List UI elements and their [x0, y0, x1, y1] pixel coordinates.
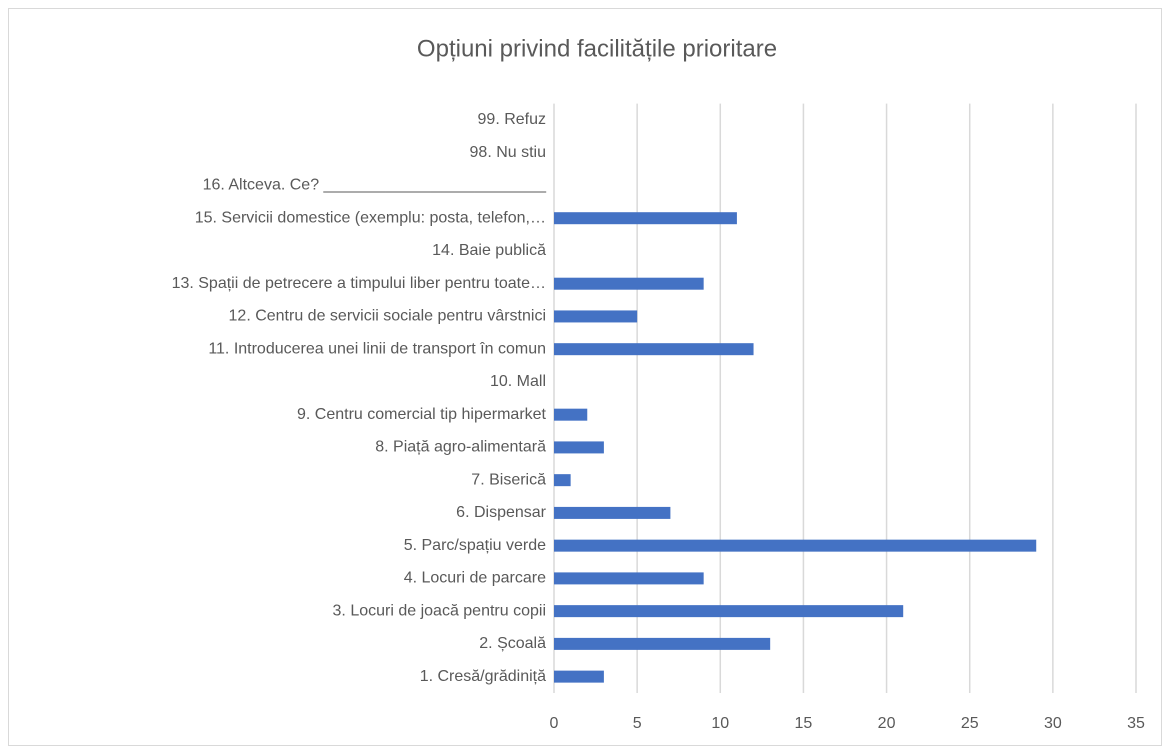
- x-tick-label: 20: [878, 715, 896, 732]
- chart-border: [8, 8, 1162, 746]
- x-tick-label: 25: [961, 715, 979, 732]
- bar: [554, 277, 704, 290]
- y-tick-label: 14. Baie publică: [432, 242, 546, 259]
- bar: [554, 408, 588, 421]
- y-tick-label: 98. Nu stiu: [470, 144, 546, 161]
- x-tick-label: 5: [633, 715, 642, 732]
- bar: [554, 637, 771, 650]
- y-tick-label: 2. Școală: [479, 635, 546, 652]
- bar: [554, 343, 754, 356]
- y-tick-label: 5. Parc/spațiu verde: [404, 537, 546, 554]
- x-tick-label: 30: [1044, 715, 1062, 732]
- x-tick-label: 35: [1127, 715, 1145, 732]
- x-tick-label: 0: [550, 715, 559, 732]
- y-tick-label: 6. Dispensar: [456, 504, 546, 521]
- x-tick-label: 15: [795, 715, 813, 732]
- y-tick-label: 4. Locuri de parcare: [404, 570, 546, 587]
- bar: [554, 310, 638, 323]
- bar: [554, 441, 604, 454]
- bar: [554, 670, 604, 683]
- y-tick-label: 8. Piață agro-alimentară: [375, 439, 546, 456]
- y-tick-label: 15. Servicii domestice (exemplu: posta, …: [195, 209, 546, 226]
- bar: [554, 474, 571, 487]
- y-tick-label: 10. Mall: [490, 373, 546, 390]
- y-tick-label: 13. Spații de petrecere a timpului liber…: [172, 275, 546, 292]
- y-tick-label: 12. Centru de servicii sociale pentru vâ…: [229, 308, 546, 325]
- bar: [554, 572, 704, 585]
- bar: [554, 539, 1037, 552]
- y-tick-label: 7. Biserică: [471, 471, 546, 488]
- chart-title: Opțiuni privind facilitățile prioritare: [417, 35, 777, 62]
- x-tick-label: 10: [711, 715, 729, 732]
- y-tick-label: 9. Centru comercial tip hipermarket: [297, 406, 547, 423]
- bar: [554, 506, 671, 519]
- bar: [554, 212, 737, 225]
- y-tick-label: 3. Locuri de joacă pentru copii: [333, 602, 546, 619]
- y-tick-label: 1. Cresă/grădiniță: [420, 668, 546, 685]
- bar: [554, 605, 904, 618]
- y-tick-label: 11. Introducerea unei linii de transport…: [208, 340, 546, 357]
- y-tick-label: 99. Refuz: [478, 111, 546, 128]
- y-tick-label: 16. Altceva. Ce? _______________________…: [203, 177, 548, 194]
